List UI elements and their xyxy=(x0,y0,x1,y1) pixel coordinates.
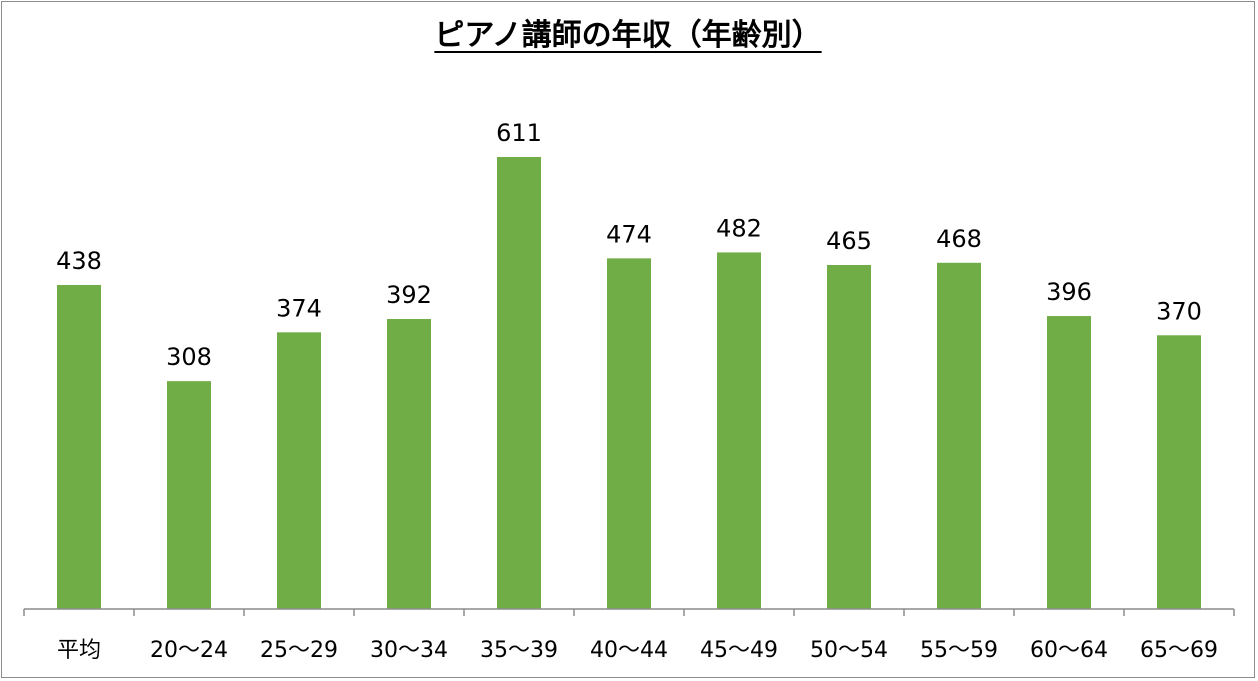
data-label: 392 xyxy=(386,281,432,309)
data-label: 474 xyxy=(606,220,652,248)
x-tick-label: 45〜49 xyxy=(700,638,778,663)
bar xyxy=(497,157,541,609)
x-tick-label: 40〜44 xyxy=(590,638,668,663)
bar xyxy=(937,262,981,609)
value-labels-group: 438 308 374 392 611 474 482 465 468 396 370 xyxy=(56,119,1202,371)
x-tick-label: 20〜24 xyxy=(150,638,228,663)
data-label: 374 xyxy=(276,294,322,322)
data-label: 308 xyxy=(166,343,212,371)
x-tick-label: 25〜29 xyxy=(260,638,338,663)
bar xyxy=(277,332,321,609)
bar xyxy=(827,265,871,609)
bar xyxy=(57,284,101,609)
data-label: 482 xyxy=(716,214,762,242)
x-tick-label: 65〜69 xyxy=(1140,638,1218,663)
x-axis xyxy=(23,608,1235,616)
bar xyxy=(1047,316,1091,609)
data-label: 468 xyxy=(936,225,982,253)
data-label: 396 xyxy=(1046,278,1092,306)
x-tick-label: 55〜59 xyxy=(920,638,998,663)
data-label: 465 xyxy=(826,227,872,255)
bar xyxy=(1157,335,1201,609)
data-label: 438 xyxy=(56,247,102,275)
data-label: 611 xyxy=(496,119,542,147)
x-tick-label: 平均 xyxy=(57,638,101,663)
bars-group xyxy=(57,157,1201,610)
x-tick-label: 50〜54 xyxy=(810,638,888,663)
chart-title-text: ピアノ講師の年収（年齢別） xyxy=(434,18,822,53)
x-tick-label: 30〜34 xyxy=(370,638,448,663)
chart-title: ピアノ講師の年収（年齢別） xyxy=(0,16,1256,56)
x-tick-label: 60〜64 xyxy=(1030,638,1108,663)
bar xyxy=(607,258,651,609)
bar xyxy=(387,319,431,609)
bar xyxy=(717,252,761,610)
data-label: 370 xyxy=(1156,297,1202,325)
bar xyxy=(167,381,211,609)
x-tick-label: 35〜39 xyxy=(480,638,558,663)
x-tick-labels-group: 平均 20〜24 25〜29 30〜34 35〜39 40〜44 45〜49 50〜54 55〜… xyxy=(57,638,1218,663)
